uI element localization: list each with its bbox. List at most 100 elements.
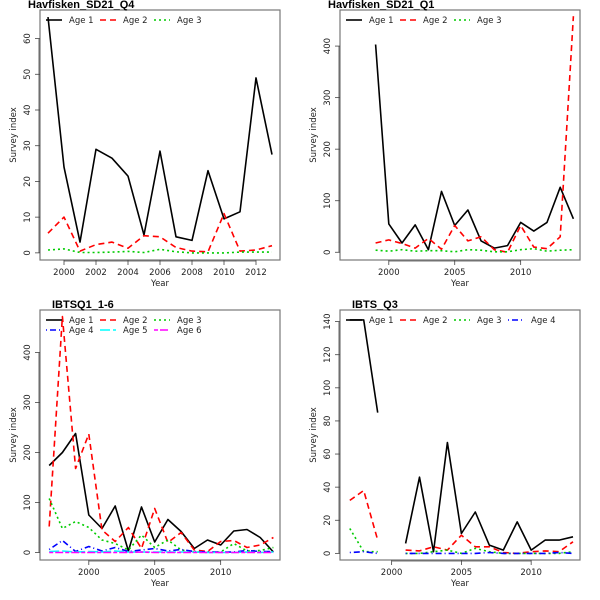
legend-label: Age 3 <box>177 16 202 26</box>
panel-3: IBTSQ1_1-6 2000 2005 2010 Year 0 100 200 300 400 S… <box>9 299 281 589</box>
y-axis-label: Survey index <box>9 407 19 463</box>
chart-title: IBTSQ1_1-6 <box>52 299 114 311</box>
legend-item: Age 2 <box>100 316 148 326</box>
legend-item: Age 4 <box>46 326 94 336</box>
series-line-age-2 <box>349 489 574 555</box>
x-tick-label: 2005 <box>144 568 166 578</box>
x-tick-label: 2005 <box>451 568 473 578</box>
legend-item: Age 3 <box>154 16 202 26</box>
y-tick-label: 100 <box>23 494 33 510</box>
plot-frame <box>339 309 581 561</box>
chart-title: Havfisken_SD21_Q1 <box>328 0 434 11</box>
y-tick-label: 0 <box>323 250 333 255</box>
x-axis-label: Year <box>150 579 170 589</box>
series-line-age-6 <box>49 551 274 554</box>
x-tick-label: 2002 <box>85 268 107 278</box>
y-tick-label: 60 <box>23 33 33 44</box>
legend-item: Age 3 <box>454 16 502 26</box>
x-tick-label: 2010 <box>510 268 532 278</box>
series-line-age-1 <box>48 432 274 553</box>
y-tick-label: 20 <box>323 515 333 526</box>
legend-label: Age 4 <box>531 316 556 326</box>
series-line-age-1 <box>374 44 575 251</box>
panel-2: Havfisken_SD21_Q1 2000 2005 2010 Year 0 100 200… <box>309 0 581 289</box>
series-line-age-4 <box>48 539 274 553</box>
legend-label: Age 1 <box>369 16 394 26</box>
legend-label: Age 4 <box>69 326 94 336</box>
legend-item: Age 2 <box>400 16 448 26</box>
x-tick-label: 2000 <box>381 568 403 578</box>
x-tick-label: 2005 <box>444 268 466 278</box>
legend-label: Age 6 <box>177 326 202 336</box>
series-line-age-1 <box>349 319 574 553</box>
y-tick-label: 140 <box>323 313 333 329</box>
y-tick-label: 40 <box>323 482 333 493</box>
series-line-age-3 <box>375 247 574 253</box>
y-tick-label: 20 <box>23 176 33 187</box>
x-axis-label: Year <box>450 579 470 589</box>
y-axis-label: Survey index <box>309 407 319 463</box>
x-tick-label: 2006 <box>149 268 171 278</box>
y-tick-label: 300 <box>23 394 33 410</box>
legend-label: Age 3 <box>177 316 202 326</box>
y-tick-label: 10 <box>23 212 33 223</box>
legend-label: Age 5 <box>123 326 148 336</box>
x-tick-label: 2000 <box>78 568 100 578</box>
y-tick-label: 0 <box>23 250 33 255</box>
legend-label: Age 1 <box>369 316 394 326</box>
y-tick-label: 200 <box>323 141 333 157</box>
legend-item: Age 1 <box>346 316 394 326</box>
x-tick-label: 2010 <box>213 268 235 278</box>
y-tick-label: 60 <box>323 449 333 460</box>
legend-label: Age 2 <box>423 16 448 26</box>
panel-4: IBTS_Q3 2000 2005 2010 Year 0 20 40 60 80 100 120 14… <box>309 299 581 589</box>
legend-item: Age 2 <box>400 316 448 326</box>
legend-label: Age 2 <box>123 16 148 26</box>
legend-label: Age 1 <box>69 16 94 26</box>
y-tick-label: 100 <box>323 193 333 209</box>
series-line-age-3 <box>48 498 274 553</box>
x-tick-label: 2000 <box>53 268 75 278</box>
legend-item: Age 1 <box>46 316 94 326</box>
x-axis-label: Year <box>150 279 170 289</box>
y-tick-label: 100 <box>323 380 333 396</box>
legend-item: Age 2 <box>100 16 148 26</box>
y-tick-label: 0 <box>323 551 333 556</box>
y-tick-label: 400 <box>23 344 33 360</box>
chart-title: Havfisken_SD21_Q4 <box>28 0 135 11</box>
y-tick-label: 30 <box>23 140 33 151</box>
series-line-age-2 <box>375 16 575 254</box>
plot-frame <box>39 309 281 561</box>
legend-item: Age 3 <box>154 316 202 326</box>
y-tick-label: 0 <box>23 550 33 555</box>
series-line-age-4 <box>349 550 574 555</box>
legend-item: Age 6 <box>154 326 202 336</box>
legend-label: Age 3 <box>477 16 502 26</box>
legend-item: Age 1 <box>346 16 394 26</box>
series-line-age-1 <box>47 17 273 243</box>
legend-label: Age 2 <box>423 316 448 326</box>
legend-item: Age 4 <box>508 316 556 326</box>
y-tick-label: 80 <box>323 416 333 427</box>
legend-label: Age 3 <box>477 316 502 326</box>
x-tick-label: 2012 <box>245 268 267 278</box>
x-tick-label: 2010 <box>210 568 232 578</box>
y-tick-label: 120 <box>323 347 333 363</box>
chart-title: IBTS_Q3 <box>352 299 398 311</box>
y-tick-label: 400 <box>323 38 333 54</box>
y-tick-label: 40 <box>23 105 33 116</box>
y-axis-label: Survey index <box>309 107 319 163</box>
series-line-age-2 <box>48 315 274 553</box>
x-tick-label: 2000 <box>378 268 400 278</box>
y-tick-label: 300 <box>323 90 333 106</box>
legend-item: Age 5 <box>100 326 148 336</box>
legend-item: Age 3 <box>454 316 502 326</box>
x-tick-label: 2008 <box>181 268 203 278</box>
y-tick-label: 200 <box>23 444 33 460</box>
x-tick-label: 2004 <box>117 268 139 278</box>
x-tick-label: 2010 <box>520 568 542 578</box>
y-axis-label: Survey index <box>9 107 19 163</box>
plot-frame <box>339 9 581 261</box>
y-tick-label: 50 <box>23 69 33 80</box>
